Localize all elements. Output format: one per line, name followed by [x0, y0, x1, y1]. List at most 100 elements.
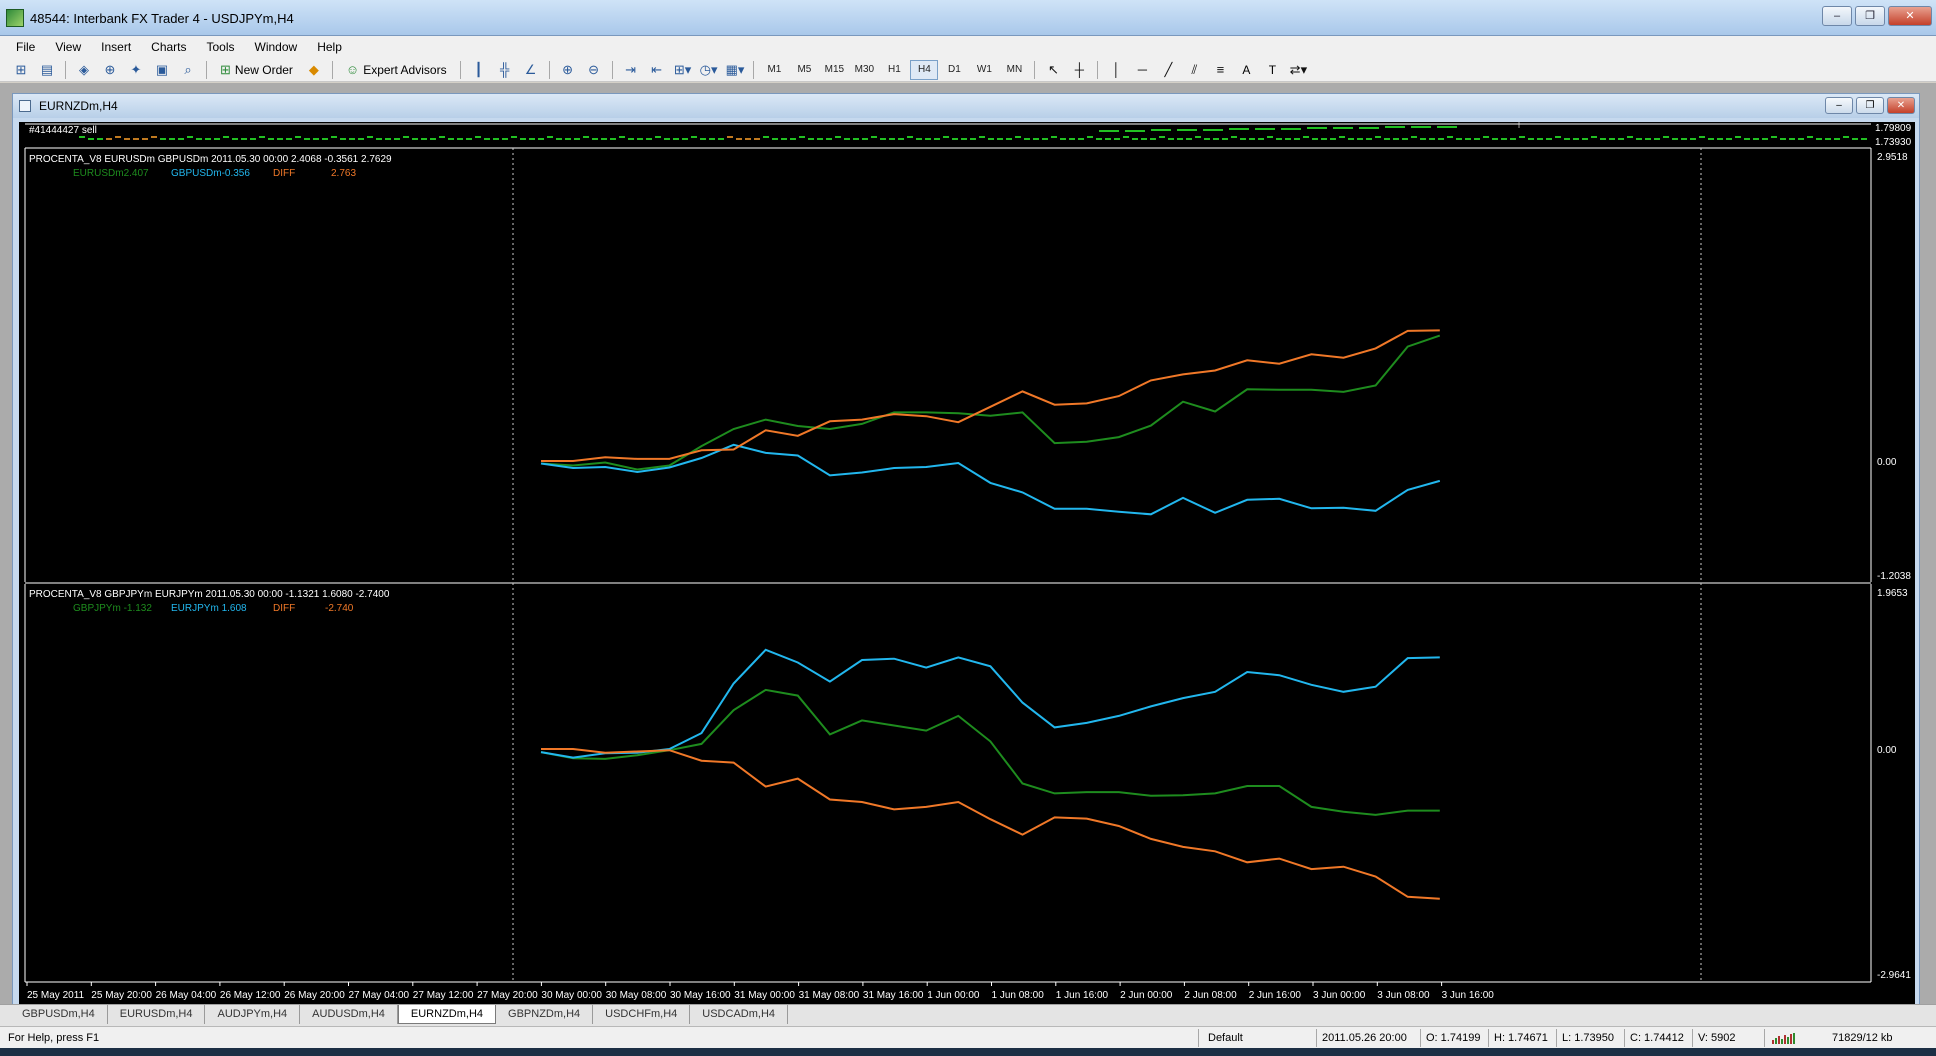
market-watch-button[interactable]: ◈: [72, 60, 96, 80]
fibonacci-button[interactable]: ≡: [1208, 60, 1232, 80]
horizontal-line-button[interactable]: ─: [1130, 60, 1154, 80]
price-bar: [988, 138, 994, 140]
menu-charts[interactable]: Charts: [151, 40, 187, 54]
price-bar: [862, 138, 868, 140]
magnifier-icon: ⌕: [184, 61, 192, 77]
metaeditor-button[interactable]: ◆: [302, 60, 326, 80]
text-tool-button[interactable]: A: [1234, 60, 1258, 80]
price-bar: [1456, 138, 1462, 140]
text-tool-label: A: [1242, 62, 1251, 77]
autoscroll-button[interactable]: ⇥: [619, 60, 643, 80]
price-bar: [889, 138, 895, 140]
chart-window-titlebar[interactable]: EURNZDm,H4 – ❐ ✕: [13, 94, 1919, 118]
price-bar: [1229, 128, 1249, 130]
price-bar: [466, 138, 472, 140]
menu-help[interactable]: Help: [317, 40, 342, 54]
navigator-button[interactable]: ✦: [124, 60, 148, 80]
price-bar: [1393, 138, 1399, 140]
trendline-button[interactable]: ╱: [1156, 60, 1180, 80]
tab-gbpnzdm[interactable]: GBPNZDm,H4: [496, 1005, 594, 1024]
timeframe-m30[interactable]: M30: [854, 64, 875, 75]
data-window-button[interactable]: ⊕: [98, 60, 122, 80]
menu-tools[interactable]: Tools: [206, 40, 235, 54]
channel-button[interactable]: ⫽: [1182, 60, 1206, 80]
tab-usdchfm[interactable]: USDCHFm,H4: [593, 1005, 691, 1024]
price-bar: [970, 138, 976, 140]
timeframe-m15[interactable]: M15: [824, 64, 845, 75]
price-bar: [1348, 138, 1354, 140]
status-divider: [1420, 1029, 1421, 1047]
tab-usdcadm[interactable]: USDCADm,H4: [690, 1005, 789, 1024]
connection-bars-icon[interactable]: [1772, 1033, 1796, 1044]
minimize-button[interactable]: –: [1822, 6, 1852, 26]
window-titlebar[interactable]: 48544: Interbank FX Trader 4 - USDJPYm,H…: [0, 0, 1936, 36]
bar-chart-button[interactable]: ┃: [467, 60, 491, 80]
chart-close-button[interactable]: ✕: [1887, 97, 1915, 114]
price-bar: [232, 138, 238, 140]
timeframe-m1[interactable]: M1: [767, 64, 782, 75]
panel-2-ytick-bottom: -2.9641: [1877, 970, 1911, 981]
tab-audusdm[interactable]: AUDUSDm,H4: [300, 1005, 398, 1024]
cursor-tool-button[interactable]: ↖: [1041, 60, 1065, 80]
tab-eurusdm[interactable]: EURUSDm,H4: [108, 1005, 206, 1024]
arrows-button[interactable]: ⇄▾: [1286, 60, 1310, 80]
panel-1-ytick-bottom: -1.2038: [1877, 571, 1911, 582]
new-order-button[interactable]: ⊞ New Order: [213, 60, 300, 80]
time-axis-label: 25 May 2011: [27, 990, 85, 1001]
menu-file[interactable]: File: [16, 40, 36, 54]
timeframe-h1[interactable]: H1: [887, 64, 901, 75]
price-bar: [700, 138, 706, 140]
close-button[interactable]: ✕: [1888, 6, 1932, 26]
tab-eurnzdm[interactable]: EURNZDm,H4: [397, 1005, 497, 1024]
label-tool-button[interactable]: T: [1260, 60, 1284, 80]
channel-icon: ⫽: [1191, 61, 1198, 77]
timeframe-h4[interactable]: H4: [910, 59, 939, 80]
templates-button[interactable]: ▦▾: [723, 60, 748, 80]
tab-gbpusdm[interactable]: GBPUSDm,H4: [10, 1005, 108, 1024]
line-chart-button[interactable]: ∠: [519, 60, 543, 80]
terminal-button[interactable]: ▣: [150, 60, 174, 80]
indicator-panel-1: PROCENTA_V8 EURUSDm GBPUSDm 2011.05.30 0…: [24, 148, 1911, 582]
maximize-button[interactable]: ❐: [1855, 6, 1885, 26]
price-bar: [223, 136, 229, 138]
candle-chart-button[interactable]: ╬: [493, 60, 517, 80]
zoom-out-button[interactable]: ⊖: [582, 60, 606, 80]
chart-canvas[interactable]: #41444427 sell 1.79809 1.73930 PROCENTA_…: [19, 122, 1915, 1004]
menu-window[interactable]: Window: [254, 40, 298, 54]
timeframe-w1[interactable]: W1: [976, 64, 992, 75]
price-bar: [1834, 138, 1840, 140]
price-bar: [682, 138, 688, 140]
chart-area[interactable]: #41444427 sell 1.79809 1.73930 PROCENTA_…: [19, 122, 1915, 1004]
series-line-diff: [541, 329, 1440, 462]
price-bar: [1385, 126, 1405, 128]
timeframe-d1[interactable]: D1: [947, 64, 961, 75]
zoom-in-button[interactable]: ⊕: [556, 60, 580, 80]
periods-button[interactable]: ◷▾: [697, 60, 721, 80]
price-bar: [1249, 138, 1255, 140]
status-divider: [1316, 1029, 1317, 1047]
tester-button[interactable]: ⌕: [176, 60, 200, 80]
menu-view[interactable]: View: [55, 40, 82, 54]
tab-audjpym[interactable]: AUDJPYm,H4: [205, 1005, 301, 1024]
new-chart-button[interactable]: ⊞: [9, 60, 33, 80]
price-bar: [214, 138, 220, 140]
price-bar: [124, 138, 130, 140]
price-bar: [907, 136, 913, 138]
timeframe-m5[interactable]: M5: [797, 64, 812, 75]
indicators-button[interactable]: ⊞▾: [671, 60, 695, 80]
profiles-icon: ▤: [40, 61, 54, 77]
profiles-button[interactable]: ▤: [35, 60, 59, 80]
status-datetime: 2011.05.26 20:00: [1322, 1032, 1407, 1044]
crosshair-tool-button[interactable]: ┼: [1067, 60, 1091, 80]
timeframe-mn[interactable]: MN: [1006, 64, 1023, 75]
chart-minimize-button[interactable]: –: [1825, 97, 1853, 114]
price-bar: [1375, 136, 1381, 138]
price-bar: [1402, 138, 1408, 140]
new-order-icon: ⊞: [220, 61, 231, 77]
chart-shift-button[interactable]: ⇤: [645, 60, 669, 80]
menu-insert[interactable]: Insert: [101, 40, 132, 54]
vertical-line-button[interactable]: │: [1104, 60, 1128, 80]
time-axis-label: 30 May 16:00: [670, 990, 731, 1001]
expert-advisors-button[interactable]: ☺ Expert Advisors: [339, 60, 454, 80]
chart-restore-button[interactable]: ❐: [1856, 97, 1884, 114]
